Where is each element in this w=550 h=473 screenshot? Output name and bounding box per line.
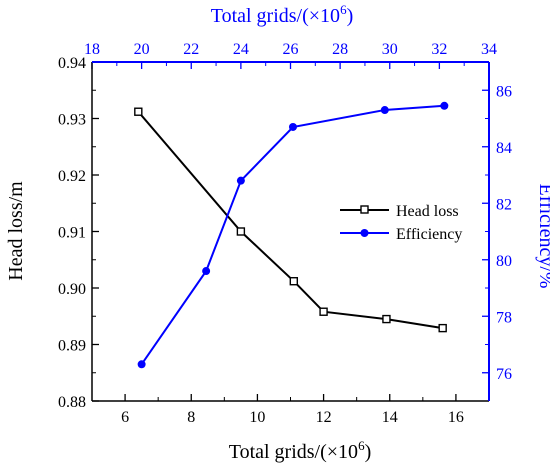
point-efficiency-2 [236,176,245,185]
series-line-efficiency [140,104,445,365]
x-tick-label-3: 12 [316,409,332,426]
y-tick-label-3: 0.91 [58,225,86,242]
x-tick-label-1: 8 [187,409,195,426]
point-head-loss-2 [289,277,299,286]
point-efficiency-1 [202,267,211,276]
legend-item-efficiency: Efficiency [340,226,462,243]
legend-label-head-loss: Head loss [396,203,459,220]
x-tick-label-4: 14 [382,409,398,426]
top-axis-title-suffix: ) [347,5,354,27]
series-layer [134,101,449,369]
y-tick-label-4: 0.92 [58,168,86,185]
top-axis-title: Total grids/(×106) [211,2,353,27]
legend-marker-efficiency [360,229,369,237]
y-tick-label-1: 0.89 [58,338,86,355]
x-axis-title: Total grids/(×106) [229,438,371,463]
y2-tick-label-0: 76 [496,366,512,383]
x2-tick-label-1: 20 [134,41,150,58]
legend: Head loss Efficiency [340,203,462,243]
y-tick-label-6: 0.94 [58,55,86,72]
top-axis-title-exponent: 6 [340,2,347,17]
y-axis-title: Head loss/m [5,181,27,281]
point-head-loss-0 [134,107,143,116]
series-line-head-loss [137,111,443,330]
x2-tick-label-8: 34 [481,41,497,58]
x-tick-label-0: 6 [121,409,129,426]
x2-tick-label-4: 26 [283,41,299,58]
y2-tick-label-4: 84 [496,140,512,157]
legend-item-head-loss: Head loss [340,203,459,220]
x-tick-label-2: 10 [249,409,265,426]
y2-tick-label-5: 86 [496,83,512,100]
x-tick-label-5: 16 [448,409,464,426]
point-efficiency-3 [288,122,297,131]
point-efficiency-4 [380,106,389,115]
x2-tick-label-6: 30 [382,41,398,58]
legend-label-efficiency: Efficiency [396,226,462,243]
point-efficiency-5 [440,101,449,110]
point-head-loss-4 [382,314,391,324]
x-axis-title-exponent: 6 [358,438,365,453]
x2-tick-label-5: 28 [332,41,348,58]
legend-marker-head-loss [360,205,369,214]
x2-tick-label-2: 22 [183,41,199,58]
y-tick-label-2: 0.90 [58,281,86,298]
point-head-loss-3 [319,307,328,316]
x2-tick-label-7: 32 [431,41,447,58]
y2-axis-title: Efficiency/% [535,183,550,288]
x-axis-title-suffix: ) [365,441,372,463]
y2-tick-label-3: 82 [496,196,512,213]
ticks-layer: 6 8 10 12 14 16 18 20 22 24 26 28 30 32 34 0.88 0.89 0.90… [58,41,512,426]
point-head-loss-1 [236,227,246,236]
y2-tick-label-2: 80 [496,253,512,270]
point-head-loss-5 [438,323,447,333]
y-tick-label-0: 0.88 [58,394,86,411]
x2-tick-label-0: 18 [84,41,100,58]
y2-tick-label-1: 78 [496,309,512,326]
point-efficiency-0 [137,360,146,369]
x2-tick-label-3: 24 [233,41,249,58]
y-tick-label-5: 0.93 [58,112,86,129]
